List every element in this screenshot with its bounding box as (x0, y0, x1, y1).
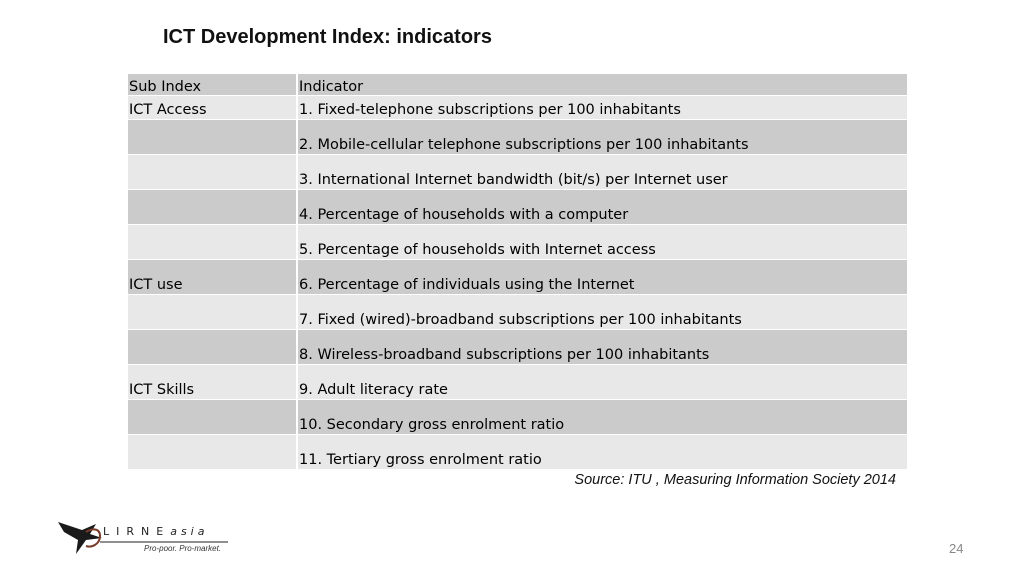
table-row: 4. Percentage of households with a compu… (128, 189, 909, 225)
table-row: ICT Access 1. Fixed-telephone subscripti… (128, 95, 909, 120)
sub-index-cell (128, 119, 298, 155)
table-row: 7. Fixed (wired)-broadband subscriptions… (128, 294, 909, 330)
sub-index-cell (128, 294, 298, 330)
slide-title: ICT Development Index: indicators (163, 26, 492, 48)
table-row: ICT use 6. Percentage of individuals usi… (128, 259, 909, 295)
indicator-cell: 6. Percentage of individuals using the I… (297, 259, 909, 295)
header-sub-index: Sub Index (128, 74, 298, 96)
sub-index-cell (128, 434, 298, 470)
page-number: 24 (949, 541, 964, 556)
indicator-cell: 9. Adult literacy rate (297, 364, 909, 400)
sub-index-cell: ICT use (128, 259, 298, 295)
table-row: 10. Secondary gross enrolment ratio (128, 399, 909, 435)
indicator-cell: 2. Mobile-cellular telephone subscriptio… (297, 119, 909, 155)
sub-index-cell: ICT Skills (128, 364, 298, 400)
table-row: ICT Skills 9. Adult literacy rate (128, 364, 909, 400)
source-caption: Source: ITU , Measuring Information Soci… (574, 472, 896, 488)
header-indicator: Indicator (297, 74, 909, 96)
sub-index-cell (128, 399, 298, 435)
sub-index-cell (128, 154, 298, 190)
indicator-cell: 5. Percentage of households with Interne… (297, 224, 909, 260)
sub-index-cell (128, 329, 298, 365)
table-row: 8. Wireless-broadband subscriptions per … (128, 329, 909, 365)
indicators-table: Sub Index Indicator ICT Access 1. Fixed-… (128, 74, 909, 470)
table-row: 2. Mobile-cellular telephone subscriptio… (128, 119, 909, 155)
sub-index-cell: ICT Access (128, 95, 298, 120)
logo-tagline: Pro-poor. Pro-market. (144, 544, 222, 553)
indicator-cell: 1. Fixed-telephone subscriptions per 100… (297, 95, 909, 120)
table-row: 3. International Internet bandwidth (bit… (128, 154, 909, 190)
logo-wordmark-suffix: asia (170, 525, 209, 538)
sub-index-cell (128, 189, 298, 225)
logo-wordmark: LIRNEasia (103, 525, 208, 538)
table-row: 11. Tertiary gross enrolment ratio (128, 434, 909, 470)
indicator-cell: 7. Fixed (wired)-broadband subscriptions… (297, 294, 909, 330)
table-header-row: Sub Index Indicator (128, 74, 909, 96)
indicator-cell: 10. Secondary gross enrolment ratio (297, 399, 909, 435)
logo-wordmark-main: LIRNE (103, 525, 171, 538)
sub-index-cell (128, 224, 298, 260)
lirneasia-logo-icon (58, 522, 228, 554)
indicator-cell: 3. International Internet bandwidth (bit… (297, 154, 909, 190)
indicator-cell: 4. Percentage of households with a compu… (297, 189, 909, 225)
indicator-cell: 11. Tertiary gross enrolment ratio (297, 434, 909, 470)
indicator-cell: 8. Wireless-broadband subscriptions per … (297, 329, 909, 365)
table-row: 5. Percentage of households with Interne… (128, 224, 909, 260)
